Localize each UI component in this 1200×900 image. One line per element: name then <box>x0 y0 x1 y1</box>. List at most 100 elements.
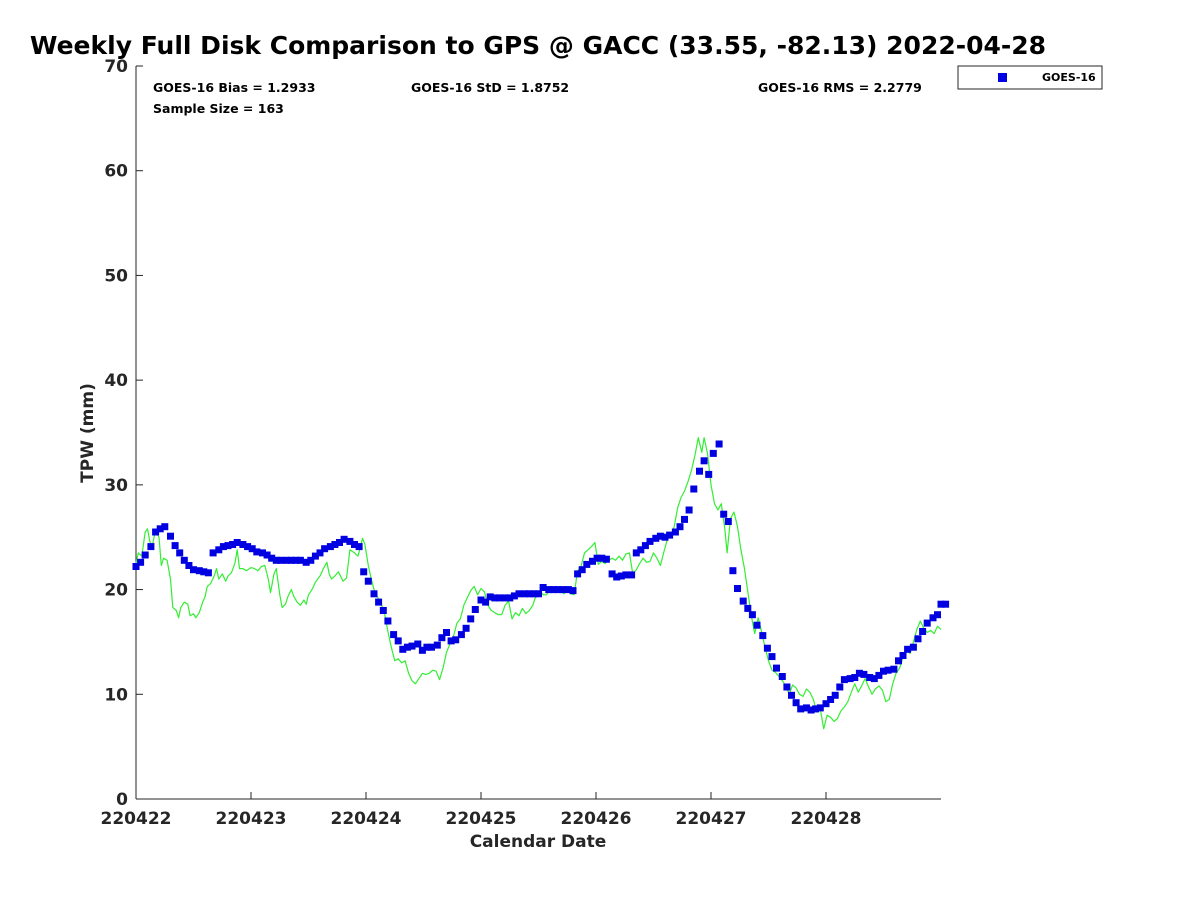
data-point-goes16 <box>666 531 674 539</box>
data-point-goes16 <box>394 637 402 645</box>
data-point-goes16 <box>870 675 878 683</box>
rms-stat: GOES-16 RMS = 2.2779 <box>758 80 922 95</box>
data-point-goes16 <box>141 551 149 559</box>
data-point-goes16 <box>272 556 280 564</box>
data-point-goes16 <box>942 600 950 608</box>
x-tick-label: 220425 <box>446 809 517 829</box>
data-point-goes16 <box>734 585 741 592</box>
data-point-goes16 <box>681 515 688 523</box>
data-point-goes16 <box>515 590 523 598</box>
data-point-goes16 <box>851 674 859 681</box>
data-point-goes16 <box>637 546 645 554</box>
data-point-goes16 <box>156 525 164 533</box>
data-point-goes16 <box>379 607 387 614</box>
data-point-goes16 <box>899 652 907 659</box>
y-axis-ticks: 0 10 20 30 40 50 60 70 <box>104 57 143 810</box>
data-point-goes16 <box>759 632 767 640</box>
data-point-goes16 <box>545 586 553 594</box>
data-point-goes16 <box>641 542 649 550</box>
data-point-goes16 <box>403 643 411 651</box>
data-point-goes16 <box>720 510 728 518</box>
data-point-goes16 <box>447 637 455 645</box>
data-point-goes16 <box>919 628 927 635</box>
data-point-goes16 <box>307 556 315 564</box>
data-point-goes16 <box>934 611 941 619</box>
data-point-goes16 <box>443 629 450 636</box>
data-point-goes16 <box>860 670 868 678</box>
data-point-goes16 <box>539 584 547 591</box>
data-point-goes16 <box>840 676 848 684</box>
data-point-goes16 <box>215 546 223 554</box>
data-point-goes16 <box>656 532 664 540</box>
data-point-goes16 <box>671 528 679 536</box>
data-point-goes16 <box>836 683 844 691</box>
data-point-goes16 <box>589 557 596 565</box>
data-point-goes16 <box>204 569 212 577</box>
data-point-goes16 <box>346 537 354 545</box>
data-point-goes16 <box>331 541 339 548</box>
data-point-goes16 <box>550 586 557 594</box>
data-point-goes16 <box>822 700 830 708</box>
bias-stat: GOES-16 Bias = 1.2933 <box>153 80 315 95</box>
x-tick-label: 220422 <box>101 809 172 829</box>
data-point-goes16 <box>554 586 562 594</box>
data-point-goes16 <box>161 523 169 531</box>
data-point-goes16 <box>408 642 416 650</box>
data-point-goes16 <box>855 669 863 677</box>
data-point-goes16 <box>336 539 343 546</box>
data-point-goes16 <box>316 549 324 557</box>
data-point-goes16 <box>283 556 291 564</box>
y-tick-label: 60 <box>104 162 128 182</box>
y-tick-label: 40 <box>104 371 128 391</box>
data-point-goes16 <box>486 593 494 601</box>
data-point-goes16 <box>311 552 319 560</box>
data-point-goes16 <box>700 457 708 465</box>
data-point-goes16 <box>253 548 261 556</box>
data-point-goes16 <box>661 533 669 541</box>
data-point-goes16 <box>433 641 441 649</box>
plot-area <box>136 66 941 799</box>
data-point-goes16 <box>375 598 383 606</box>
y-tick-label: 30 <box>104 476 128 496</box>
data-point-goes16 <box>471 606 479 613</box>
data-point-goes16 <box>583 560 591 568</box>
data-point-goes16 <box>147 543 155 551</box>
data-point-goes16 <box>729 567 737 575</box>
data-point-goes16 <box>535 590 542 598</box>
legend-marker-goes16 <box>998 73 1007 82</box>
data-point-goes16 <box>263 551 271 559</box>
data-point-goes16 <box>467 615 475 623</box>
data-point-goes16 <box>788 691 795 699</box>
data-point-goes16 <box>564 586 572 594</box>
data-point-goes16 <box>525 590 533 598</box>
data-point-goes16 <box>812 705 820 713</box>
data-point-goes16 <box>351 541 358 548</box>
data-point-goes16 <box>438 634 446 642</box>
data-point-goes16 <box>739 597 747 605</box>
data-point-goes16 <box>598 554 606 562</box>
y-tick-label: 10 <box>104 685 128 705</box>
data-point-goes16 <box>831 691 839 699</box>
x-axis-ticks: 220422 220423 220424 220425 220426 220427 2204… <box>101 792 861 829</box>
data-point-goes16 <box>495 594 503 602</box>
data-point-goes16 <box>559 586 567 594</box>
legend: GOES-16 <box>957 65 1103 90</box>
data-point-goes16 <box>302 558 310 566</box>
data-point-goes16 <box>462 624 470 632</box>
data-point-goes16 <box>452 636 460 644</box>
data-point-goes16 <box>326 543 334 551</box>
x-tick-label: 220424 <box>331 809 402 829</box>
data-point-goes16 <box>768 653 776 661</box>
sample-size-stat: Sample Size = 163 <box>153 101 284 116</box>
data-point-goes16 <box>748 611 756 619</box>
y-tick-label: 20 <box>104 581 128 601</box>
data-point-goes16 <box>530 590 538 598</box>
data-point-goes16 <box>340 535 348 543</box>
data-point-goes16 <box>501 594 509 602</box>
data-point-goes16 <box>574 570 582 578</box>
data-point-goes16 <box>602 555 610 563</box>
data-point-goes16 <box>652 534 660 542</box>
data-point-goes16 <box>219 543 227 551</box>
data-point-goes16 <box>816 704 824 712</box>
